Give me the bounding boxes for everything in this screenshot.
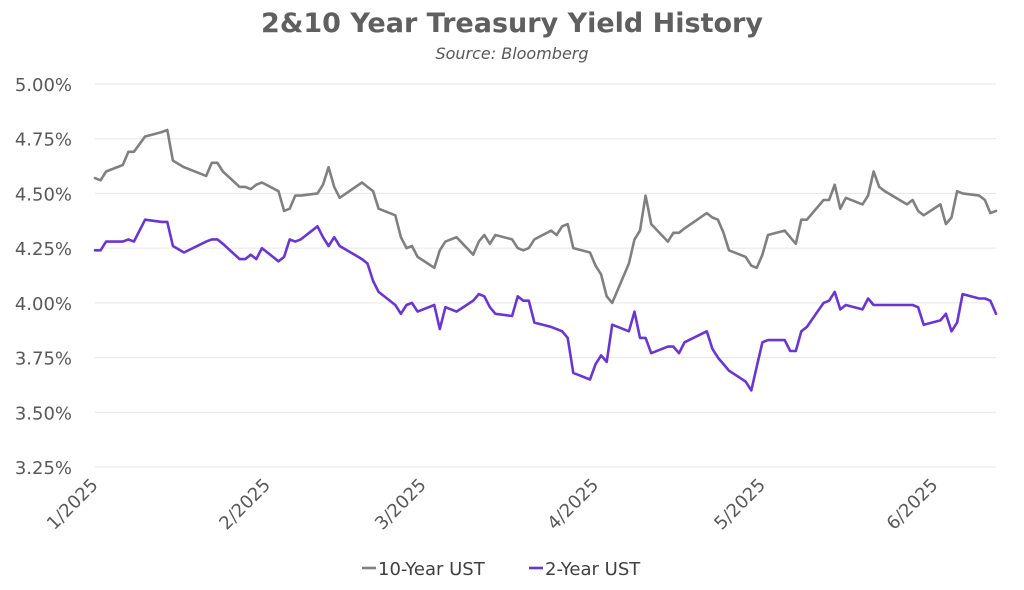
y-tick-label: 5.00% [15,75,72,96]
series-line-10-year [93,128,998,305]
y-tick-label: 3.50% [15,403,72,424]
y-tick-label: 4.50% [15,184,72,205]
series-layer [93,128,998,392]
series-line-2-year [93,218,998,392]
y-tick-label: 4.00% [15,294,72,315]
legend: 10-Year UST 2-Year UST [362,559,641,580]
legend-2-year-label: 2-Year UST [545,559,641,580]
x-tick-labels: 1/2025 2/2025 3/2025 4/2025 5/2025 6/2025 [43,475,942,535]
chart-subtitle: Source: Bloomberg [435,44,589,63]
x-tick-label: 6/2025 [883,475,943,535]
x-tick-label: 4/2025 [543,475,603,535]
x-tick-label: 2/2025 [215,475,275,535]
legend-10-year-label: 10-Year UST [378,559,486,580]
y-tick-labels: 3.25% 3.50% 3.75% 4.00% 4.25% 4.50% 4.75% 5.00% [15,75,72,479]
legend-2-year: 2-Year UST [529,559,641,580]
grid-layer [95,83,996,468]
x-tick-label: 1/2025 [43,475,103,535]
legend-10-year: 10-Year UST [362,559,486,580]
y-tick-label: 3.75% [15,349,72,370]
chart-title: 2&10 Year Treasury Yield History [261,8,763,39]
x-tick-label: 5/2025 [710,475,770,535]
y-tick-label: 4.75% [15,130,72,151]
y-tick-label: 3.25% [15,458,72,479]
x-tick-label: 3/2025 [371,475,431,535]
y-tick-label: 4.25% [15,239,72,260]
